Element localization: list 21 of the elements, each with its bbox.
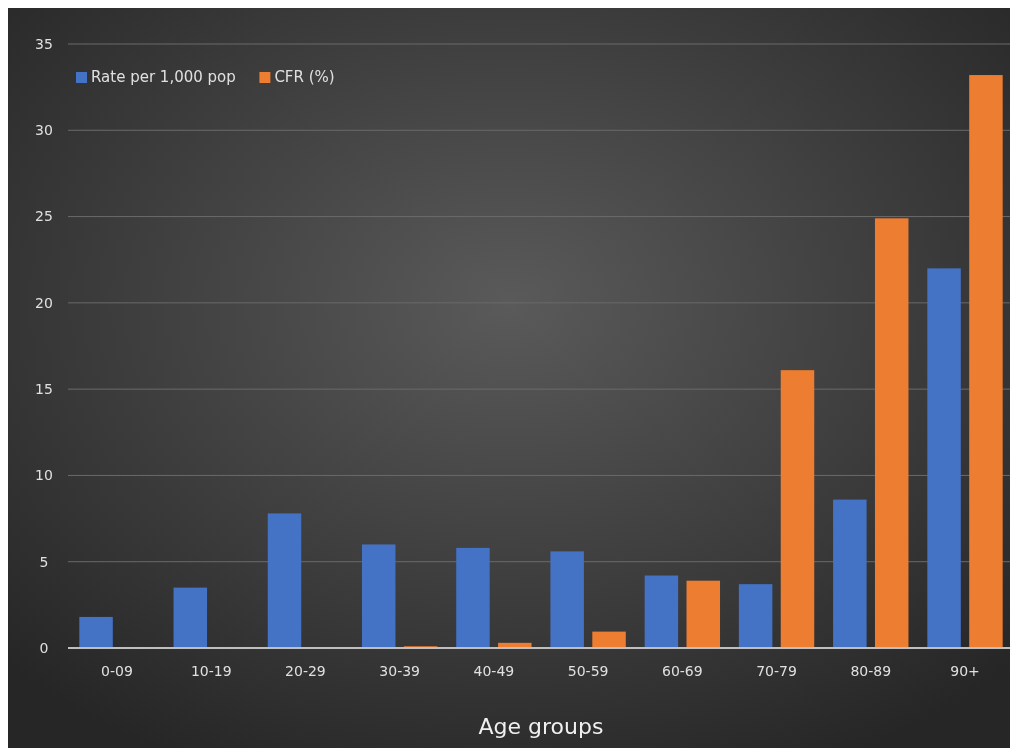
- x-tick-label: 10-19: [190, 663, 232, 679]
- x-tick-label: 0-09: [101, 663, 133, 679]
- y-tick-label: 25: [35, 208, 53, 225]
- y-tick-label: 5: [39, 553, 49, 570]
- y-tick-label: 15: [35, 381, 53, 398]
- x-tick-label: 20-29: [285, 663, 326, 679]
- x-tick-label: 60-69: [661, 663, 703, 679]
- x-tick-label: 90+: [950, 663, 980, 679]
- legend-label: CFR (%): [274, 68, 335, 86]
- y-tick-label: 30: [35, 122, 53, 139]
- x-tick-label: 40-49: [473, 663, 515, 679]
- x-tick-label: 50-59: [567, 663, 609, 679]
- y-tick-label: 0: [39, 639, 49, 656]
- legend-label: Rate per 1,000 pop: [91, 68, 236, 86]
- x-tick-label: 30-39: [379, 663, 421, 679]
- y-tick-label: 20: [35, 294, 53, 311]
- x-tick-label: 70-79: [756, 663, 797, 679]
- x-axis-title: Age groups: [478, 714, 604, 739]
- x-tick-label: 80-89: [850, 663, 892, 679]
- y-tick-label: 35: [35, 35, 53, 52]
- y-tick-label: 10: [35, 467, 53, 484]
